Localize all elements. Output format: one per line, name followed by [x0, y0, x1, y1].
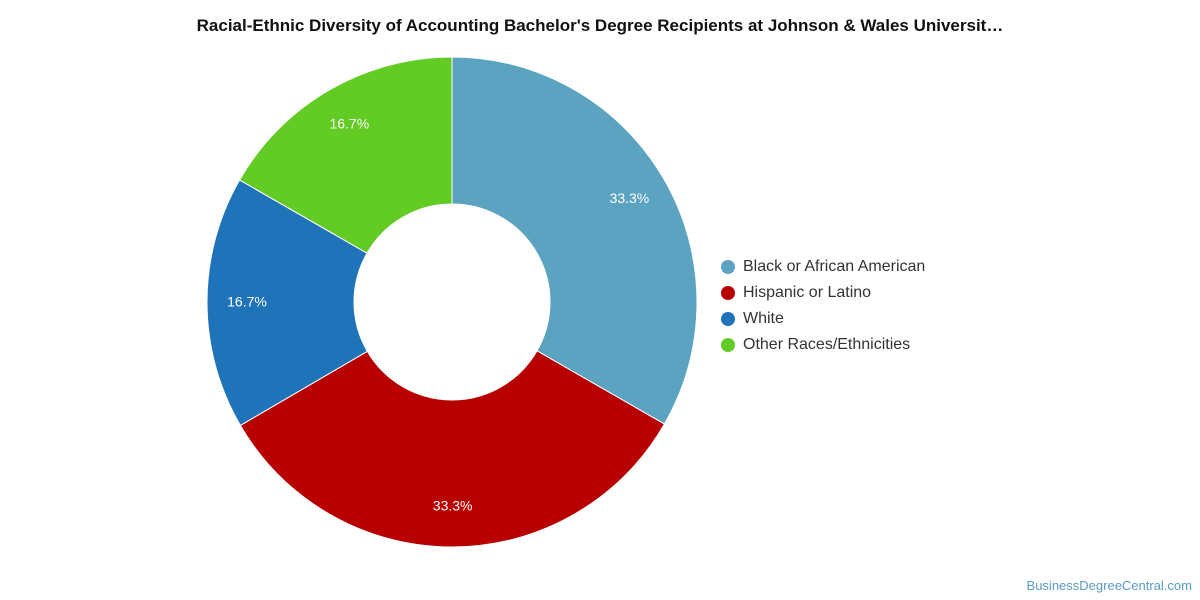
watermark[interactable]: BusinessDegreeCentral.com	[1026, 578, 1192, 593]
legend-label: Black or African American	[743, 258, 926, 275]
legend-swatch	[721, 286, 735, 300]
legend-label: White	[743, 310, 784, 327]
legend-label: Other Races/Ethnicities	[743, 336, 911, 353]
slice-black-or-african-american[interactable]	[451, 56, 698, 425]
slice-label-hispanic-or-latino: 33.3%	[433, 498, 473, 514]
slice-label-white: 16.7%	[227, 293, 267, 309]
chart-title: Racial-Ethnic Diversity of Accounting Ba…	[196, 16, 1004, 35]
slice-hispanic-or-latino[interactable]	[239, 350, 666, 548]
legend-item[interactable]: Other Races/Ethnicities	[721, 332, 925, 358]
slice-other-races-ethnicities[interactable]	[238, 56, 453, 254]
legend-item[interactable]: White	[721, 306, 925, 332]
donut-data-labels: 33.3% 33.3% 16.7% 16.7%	[227, 115, 649, 513]
slice-label-black-or-african-american: 33.3%	[610, 190, 650, 206]
slice-label-other-races-ethnicities: 16.7%	[329, 115, 369, 131]
legend-item[interactable]: Hispanic or Latino	[721, 280, 925, 306]
legend-swatch	[721, 312, 735, 326]
slice-white[interactable]	[206, 179, 369, 427]
chart-legend: Black or African American Hispanic or Lat…	[721, 254, 925, 358]
legend-item[interactable]: Black or African American	[721, 254, 925, 280]
legend-swatch	[721, 260, 735, 274]
donut-slices	[206, 56, 698, 548]
legend-label: Hispanic or Latino	[743, 284, 872, 301]
legend-swatch	[721, 338, 735, 352]
